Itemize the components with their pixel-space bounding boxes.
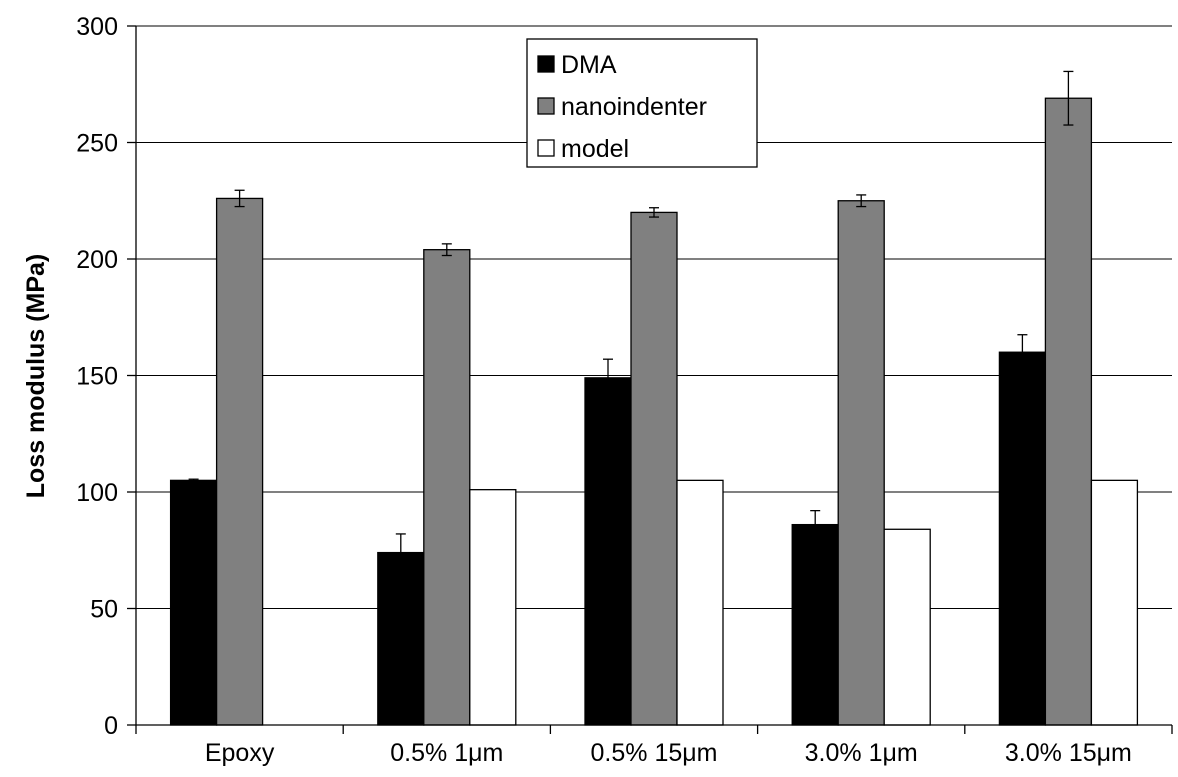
x-category-label: Epoxy: [205, 739, 275, 767]
x-category-label: 3.0% 1μm: [805, 739, 918, 767]
bars: [169, 97, 1139, 726]
legend-swatch-nanoindenter: [537, 97, 555, 115]
legend-swatch-model: [537, 139, 555, 157]
legend-box: [526, 38, 758, 168]
y-axis-title: Loss modulus (MPa): [22, 254, 50, 498]
legend-swatch-dma: [537, 55, 555, 73]
y-tick-label: 0: [104, 712, 118, 740]
legend-label: nanoindenter: [561, 93, 707, 121]
y-tick-label: 300: [76, 13, 118, 41]
y-tick-label: 50: [90, 596, 118, 624]
bar-dma: [998, 351, 1047, 726]
bar-model: [676, 479, 724, 726]
bar-nanoindenter: [837, 200, 885, 726]
legend-label: model: [561, 135, 629, 163]
x-category-label: 3.0% 15μm: [1005, 739, 1132, 767]
bar-dma: [791, 523, 839, 726]
x-category-label: 0.5% 15μm: [591, 739, 718, 767]
y-tick-label: 200: [76, 246, 118, 274]
y-tick-label: 250: [76, 130, 118, 158]
bar-model: [883, 528, 931, 726]
bar-model: [1090, 479, 1139, 726]
legend: DMA nanoindenter model: [526, 38, 758, 168]
y-tick-label: 150: [76, 363, 118, 391]
bar-model: [469, 489, 517, 726]
bar-dma: [169, 479, 218, 726]
x-category-label: 0.5% 1μm: [390, 739, 503, 767]
bar-nanoindenter: [630, 211, 678, 726]
y-tick-label: 100: [76, 479, 118, 507]
bar-dma: [377, 551, 425, 726]
x-axis-ticks: Epoxy 0.5% 1μm 0.5% 15μm 3.0% 1μm 3.0% 15μm: [135, 725, 1173, 767]
legend-label: DMA: [561, 51, 617, 79]
bar-nanoindenter: [1044, 97, 1093, 726]
bar-nanoindenter: [423, 249, 471, 726]
bar-nanoindenter: [215, 197, 264, 726]
error-bars: [188, 70, 1074, 572]
y-axis-ticks: 0 50 100 150 200 250 300: [76, 13, 136, 740]
bar-dma: [584, 377, 632, 726]
